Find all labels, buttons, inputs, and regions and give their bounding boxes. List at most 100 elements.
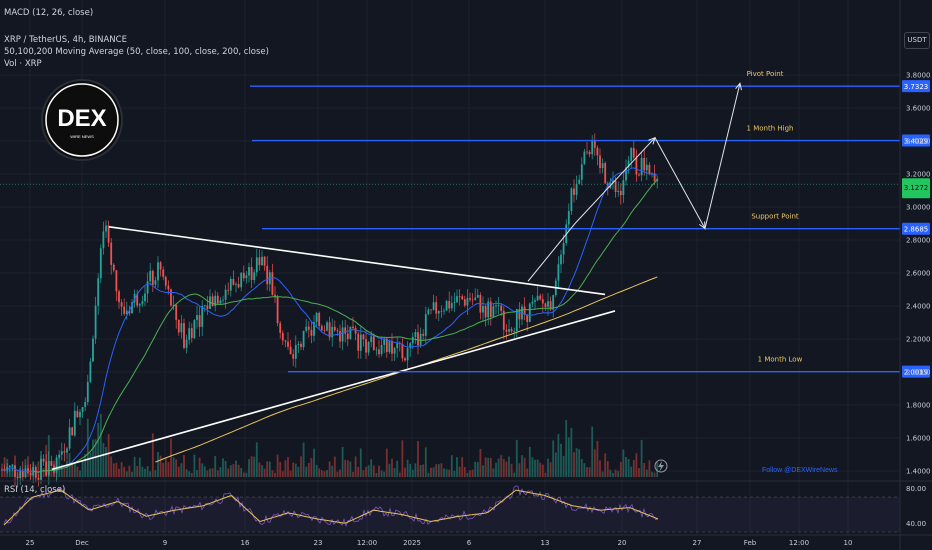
candle-body — [458, 296, 461, 298]
candle-body — [60, 451, 63, 455]
volume-bar — [632, 460, 635, 477]
candle-body — [183, 323, 185, 348]
flash-icon[interactable] — [654, 459, 668, 473]
ma-title[interactable]: 50,100,200 Moving Average (50, close, 10… — [4, 47, 269, 57]
candle-body — [526, 314, 529, 322]
candle-body — [622, 180, 625, 196]
candle-body — [638, 174, 640, 176]
volume-bar — [401, 440, 404, 477]
volume-bar — [214, 456, 217, 477]
candle-body — [50, 461, 53, 467]
volume-bar — [102, 442, 105, 477]
candle-body — [471, 299, 474, 301]
volume-bar — [185, 469, 188, 477]
price-axis: 3.8000 3.6000 3.4000 3.2000 3.0000 2.8000 2.60… — [899, 0, 931, 550]
candle-body — [71, 427, 74, 436]
macd-title[interactable]: MACD (12, 26, close) — [4, 8, 94, 18]
level-price-badge-text: 2.8685 — [904, 226, 929, 234]
rsi-ma-line — [3, 489, 659, 526]
candle-body — [656, 178, 659, 181]
candle-body — [318, 312, 321, 326]
rsi-title[interactable]: RSI (14, close) — [4, 485, 66, 495]
volume-bar — [196, 469, 198, 477]
symbol-title[interactable]: XRP / TetherUS, 4h, BINANCE — [4, 35, 127, 45]
level-label: 1 Month High — [747, 125, 794, 133]
candle-body — [141, 301, 144, 305]
candle-body — [448, 301, 451, 309]
volume-bar — [253, 456, 256, 477]
candle-body — [175, 304, 178, 320]
candle-body — [619, 190, 622, 196]
candle-body — [201, 305, 204, 327]
volume-bar — [216, 470, 219, 477]
volume-bar — [344, 460, 347, 477]
volume-bar — [591, 426, 594, 477]
candle-body — [453, 302, 456, 304]
candle-body — [310, 329, 313, 336]
volume-bar — [333, 456, 336, 477]
volume-bar — [630, 466, 633, 477]
candle-body — [523, 306, 526, 315]
candle-body — [515, 309, 518, 332]
candle-body — [193, 320, 196, 339]
volume-bar — [359, 448, 362, 477]
candle-body — [120, 302, 123, 307]
volume-bar — [648, 460, 651, 477]
volume-bar — [419, 464, 422, 477]
level-label: Pivot Point — [747, 70, 784, 78]
candle-body — [430, 309, 432, 311]
candle-body — [450, 303, 453, 309]
volume-bar — [476, 462, 479, 477]
candle-body — [237, 283, 240, 288]
candle-body — [138, 304, 141, 306]
volume-bar — [240, 467, 243, 477]
candle-body — [562, 243, 565, 255]
y-tick-label: 1.4000 — [906, 468, 931, 476]
x-tick-label: 6 — [467, 539, 472, 547]
volume-bar — [554, 452, 557, 477]
volume-bar — [508, 456, 510, 477]
candle-body — [294, 345, 297, 359]
volume-bar — [292, 462, 295, 477]
volume-bar — [248, 459, 250, 477]
volume-bar — [297, 466, 300, 477]
candle-body — [502, 310, 505, 330]
candle-body — [588, 151, 591, 155]
y-tick-label: 3.0000 — [906, 204, 931, 212]
candle-body — [284, 340, 287, 342]
candle-body — [422, 333, 425, 336]
candle-body — [118, 291, 120, 303]
volume-bar — [430, 467, 432, 477]
candle-body — [24, 468, 27, 477]
volume-bar — [450, 455, 453, 477]
volume-bar — [154, 470, 157, 477]
volume-bar — [151, 433, 154, 477]
volume-title[interactable]: Vol · XRP — [4, 59, 42, 69]
candle-body — [365, 339, 367, 353]
candle-body — [323, 330, 326, 332]
volume-bar — [578, 449, 581, 477]
volume-bar — [8, 468, 11, 477]
volume-bar — [167, 462, 170, 477]
volume-bar — [357, 467, 360, 477]
candle-body — [578, 179, 581, 184]
x-tick-label: 27 — [693, 539, 702, 547]
y-tick-label: 2.6000 — [906, 270, 931, 278]
volume-bar — [549, 462, 552, 477]
candle-body — [359, 334, 362, 351]
candle-body — [531, 301, 534, 304]
currency-button[interactable]: USDT — [904, 32, 930, 49]
volume-bar — [422, 464, 425, 477]
candle-body — [227, 289, 230, 291]
volume-bar — [406, 459, 409, 477]
volume-bar — [211, 468, 214, 477]
candle-body — [463, 299, 466, 306]
candle-body — [495, 305, 497, 307]
candle-body — [66, 448, 68, 453]
volume-bar — [237, 464, 240, 477]
follow-text[interactable]: Follow @DEXWireNews — [762, 467, 838, 474]
candle-body — [97, 278, 100, 306]
candle-body — [505, 329, 508, 332]
candle-body — [289, 346, 292, 355]
